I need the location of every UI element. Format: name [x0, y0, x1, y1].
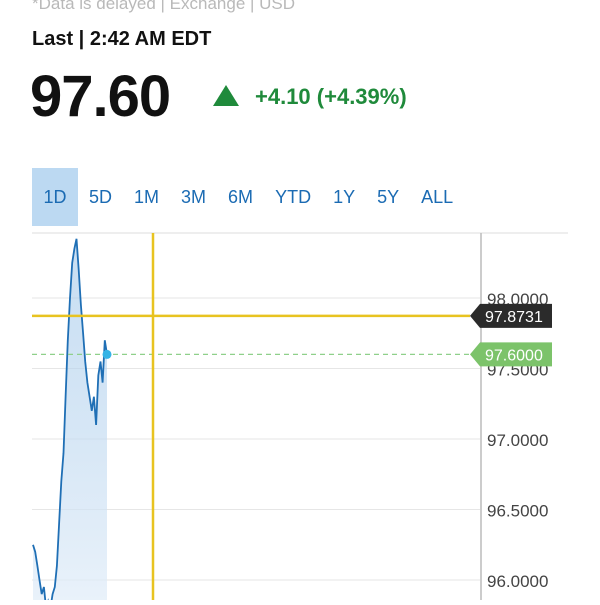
tab-3m[interactable]: 3M [181, 186, 207, 207]
tab-1d[interactable]: 1D [32, 168, 78, 226]
last-price-marker [102, 349, 112, 359]
tab-ytd[interactable]: YTD [275, 186, 312, 207]
tab-5d[interactable]: 5D [89, 186, 113, 207]
tab-all[interactable]: ALL [421, 186, 454, 207]
data-delayed-notice: *Data is delayed | Exchange | USD [32, 0, 296, 13]
price-chart[interactable]: 98.0000 97.5000 97.0000 96.5000 96.0000 97.87… [0, 228, 600, 605]
triangle-up-icon [213, 85, 239, 106]
tab-1m[interactable]: 1M [134, 186, 160, 207]
last-price-label: 97.6000 [485, 347, 543, 364]
timeframe-tabs: 1D 5D 1M 3M 6M YTD 1Y 5Y ALL [32, 168, 464, 226]
price-area-fill [33, 238, 107, 605]
y-tick-label: 96.5000 [487, 502, 548, 521]
last-trade-time: Last | 2:42 AM EDT [32, 28, 212, 50]
y-tick-label: 97.0000 [487, 431, 548, 450]
price-change: +4.10 (+4.39%) [255, 84, 407, 109]
tab-5y[interactable]: 5Y [377, 186, 400, 207]
tab-1y[interactable]: 1Y [333, 186, 356, 207]
price-chart-svg: 98.000097.500097.000096.500096.000097.87… [32, 232, 568, 605]
crosshair-price-label: 97.8731 [485, 309, 543, 326]
crosshair-price-badge [470, 303, 552, 328]
tab-6m[interactable]: 6M [228, 186, 254, 207]
last-price: 97.60 [30, 64, 171, 129]
y-tick-label: 96.0000 [487, 572, 548, 591]
last-price-badge [470, 342, 552, 367]
